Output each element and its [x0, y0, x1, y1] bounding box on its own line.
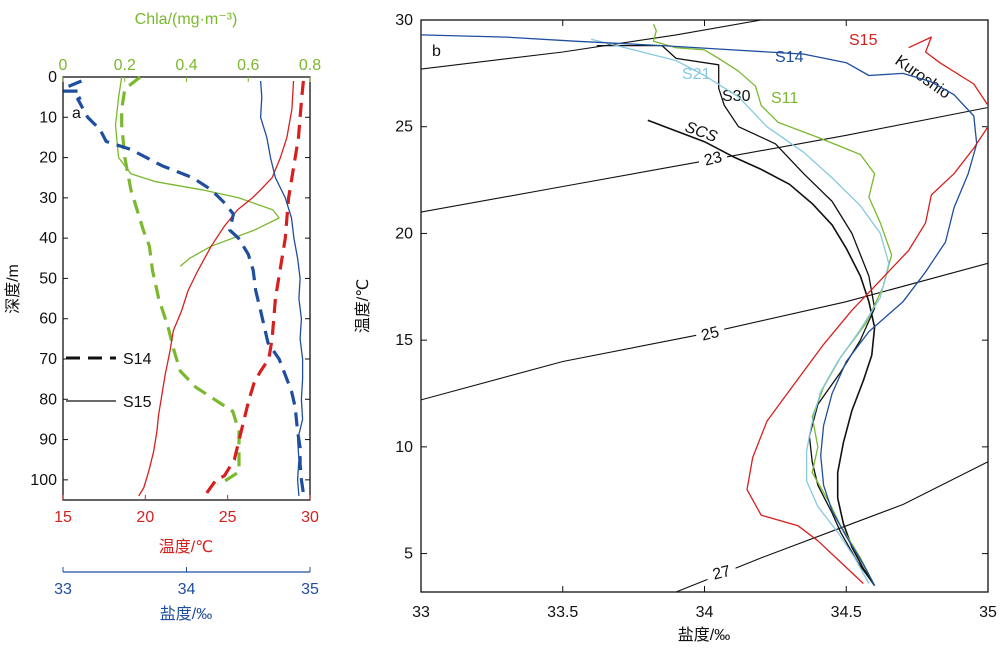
panel-b-label-s11: S11: [771, 90, 798, 107]
panel-a-series-s14-salinity: [61, 79, 306, 497]
panel-a-series-s15-temperature: [138, 80, 295, 497]
panel-b-isopycnal-label-27: 27: [711, 563, 732, 584]
panel-a-temp-tick-label: 15: [54, 509, 72, 526]
panel-a-temp-axis-title: 温度/℃: [159, 538, 213, 556]
panel-a-chla-tick-label: 0.6: [237, 57, 259, 74]
panel-a-y-tick-label: 10: [39, 109, 57, 126]
panel-b-y-tick-label: 20: [395, 225, 413, 242]
panel-b-x-tick-label: 35: [979, 604, 997, 621]
panel-a-y-tick-label: 60: [39, 311, 57, 328]
panel-b-curve-s14: [421, 34, 978, 586]
panel-a-salinity-axis-title: 盐度/‰: [160, 605, 212, 623]
panel-a-frame: [62, 76, 311, 501]
panel-b-y-tick-label: 10: [395, 439, 413, 456]
panel-b-x-axis-title: 盐度/‰: [678, 626, 730, 644]
panel-a-series-s14-temperature: [203, 80, 305, 497]
panel-b-isopycnal-label-23: 23: [702, 149, 723, 170]
panel-b-x-tick-label: 34: [696, 604, 714, 621]
panel-a-salinity-tick-label: 34: [178, 581, 196, 598]
panel-a-chla-tick-label: 0.4: [175, 57, 197, 74]
panel-b-y-axis-title: 温度/℃: [354, 279, 372, 333]
panel-a-y-tick-label: 80: [39, 391, 57, 408]
panel-b-isopycnal-label-bg: [707, 561, 736, 582]
panel-b-y-tick-label: 30: [395, 12, 413, 29]
panel-a-series-s15-salinity: [259, 80, 304, 497]
panel-a-series-s15-chla: [114, 76, 280, 267]
panel-a-chla-axis-title: Chla/(mg·m⁻³): [135, 11, 238, 28]
panel-b-curve-s30: [596, 44, 876, 586]
panel-a-legend-label-s14: S14: [123, 351, 152, 368]
panel-b-label-s14: S14: [775, 49, 804, 66]
panel-b-isopycnal-label-25: 25: [700, 324, 721, 345]
panel-a-salinity-tick-label: 35: [301, 581, 319, 598]
panel-b-frame: [420, 19, 989, 593]
panel-b-curve-s21: [590, 38, 890, 584]
panel-a-temp-tick-label: 25: [219, 509, 237, 526]
panel-b-x-tick-label: 33.5: [547, 604, 578, 621]
panel-a-y-tick-label: 20: [39, 150, 57, 167]
panel-b-label-kuroshio: Kuroshio: [892, 52, 954, 102]
panel-b-label-s21: S21: [682, 66, 711, 83]
panel-a-y-tick-label: 70: [39, 351, 57, 368]
panel-a-y-tick-label: 0: [48, 69, 57, 86]
panel-a-label: a: [72, 105, 81, 122]
panel-b-y-tick-label: 15: [395, 332, 413, 349]
panel-a-salinity-tick-label: 33: [54, 581, 72, 598]
panel-b-x-tick-label: 33: [412, 604, 430, 621]
panel-a-y-tick-label: 40: [39, 230, 57, 247]
panel-b-label-scs: SCS: [683, 119, 720, 146]
panel-b-y-tick-label: 5: [404, 546, 413, 563]
panel-b-isopycnal-label-bg: [699, 147, 728, 168]
panel-a-y-tick-label: 90: [39, 432, 57, 449]
panel-a-y-tick-label: 100: [30, 472, 57, 489]
panel-a-y-axis-title: 深度/m: [4, 264, 22, 314]
panel-b-curve-s11: [652, 24, 893, 586]
panel-a-y-tick-label: 50: [39, 270, 57, 287]
panel-a-y-tick-label: 30: [39, 190, 57, 207]
panel-a-legend-label-s15: S15: [123, 394, 152, 411]
panel-a-chla-tick-label: 0.2: [114, 57, 136, 74]
panel-b-label-s15: S15: [849, 32, 878, 49]
panel-a-chla-tick-label: 0: [59, 57, 68, 74]
panel-b-isopycnal-label-bg: [696, 322, 725, 343]
panel-a-temp-tick-label: 20: [136, 509, 154, 526]
panel-b-label-s30: S30: [722, 88, 751, 105]
panel-a-temp-tick-label: 30: [301, 509, 319, 526]
panel-a-chla-tick-label: 0.8: [299, 57, 321, 74]
panel-a-series-s14-chla: [120, 75, 241, 486]
panel-b-y-tick-label: 25: [395, 119, 413, 136]
panel-b-curve-s15: [746, 36, 988, 584]
panel-b-label: b: [432, 43, 441, 60]
panel-b-x-tick-label: 34.5: [831, 604, 862, 621]
panel-b-isopycnal-21: [421, 20, 762, 70]
